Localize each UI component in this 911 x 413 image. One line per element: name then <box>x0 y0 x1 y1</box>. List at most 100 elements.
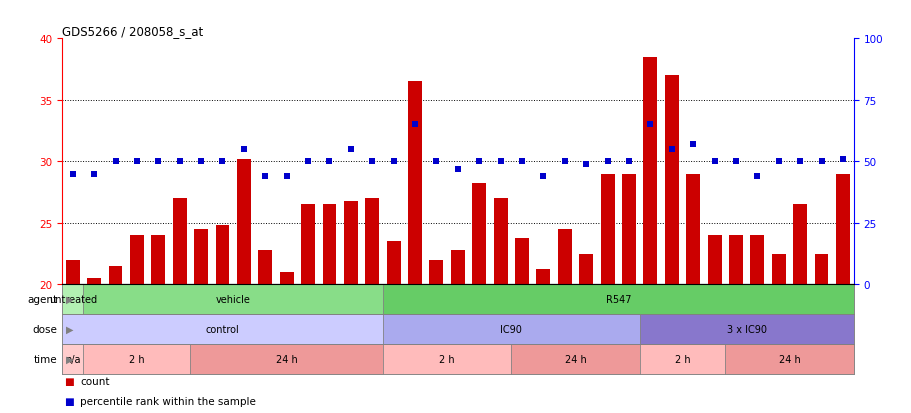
Bar <box>172 199 187 285</box>
Bar <box>515 238 528 285</box>
Bar <box>707 235 721 285</box>
Text: n/a: n/a <box>65 354 80 364</box>
Bar <box>108 266 122 285</box>
Text: 3 x IC90: 3 x IC90 <box>726 324 766 334</box>
Bar <box>83 285 383 314</box>
Bar <box>724 344 853 374</box>
Text: 24 h: 24 h <box>564 354 586 364</box>
Point <box>749 173 763 180</box>
Bar <box>793 205 806 285</box>
Point <box>493 159 507 165</box>
Bar <box>365 199 379 285</box>
Bar <box>66 260 79 285</box>
Text: 2 h: 2 h <box>439 354 455 364</box>
Bar <box>383 285 853 314</box>
Text: GDS5266 / 208058_s_at: GDS5266 / 208058_s_at <box>62 25 203 38</box>
Text: ■: ■ <box>64 396 74 406</box>
Bar <box>536 270 549 285</box>
Bar <box>237 159 251 285</box>
Point <box>536 173 550 180</box>
Point <box>129 159 144 165</box>
Text: percentile rank within the sample: percentile rank within the sample <box>80 396 256 406</box>
Text: time: time <box>34 354 57 364</box>
Point <box>87 171 101 178</box>
Point <box>429 159 444 165</box>
Bar <box>511 344 639 374</box>
Bar <box>62 285 83 314</box>
Bar <box>450 250 465 285</box>
Text: ▶: ▶ <box>66 354 73 364</box>
Point <box>642 122 657 128</box>
Bar <box>639 314 853 344</box>
Text: 24 h: 24 h <box>275 354 297 364</box>
Point <box>301 159 315 165</box>
Point <box>407 122 422 128</box>
Text: 2 h: 2 h <box>674 354 690 364</box>
Point <box>450 166 465 173</box>
Bar <box>814 254 827 285</box>
Bar <box>62 344 83 374</box>
Bar <box>472 184 486 285</box>
Point <box>771 159 785 165</box>
Bar <box>280 272 293 285</box>
Point <box>471 159 486 165</box>
Point <box>193 159 208 165</box>
Bar <box>383 314 639 344</box>
Point <box>792 159 806 165</box>
Bar <box>407 82 422 285</box>
Bar <box>429 260 443 285</box>
Bar <box>151 235 165 285</box>
Point <box>215 159 230 165</box>
Point <box>599 159 614 165</box>
Point <box>364 159 379 165</box>
Bar <box>62 314 383 344</box>
Point <box>279 173 293 180</box>
Bar <box>386 242 400 285</box>
Text: ▶: ▶ <box>66 324 73 334</box>
Text: R547: R547 <box>605 294 630 304</box>
Point <box>621 159 636 165</box>
Text: control: control <box>205 324 239 334</box>
Point <box>66 171 80 178</box>
Point <box>172 159 187 165</box>
Bar <box>83 344 190 374</box>
Bar <box>771 254 785 285</box>
Point <box>514 159 528 165</box>
Bar <box>129 235 144 285</box>
Bar <box>258 250 271 285</box>
Bar <box>578 254 592 285</box>
Bar <box>343 201 357 285</box>
Point <box>343 146 358 153</box>
Text: ▶: ▶ <box>66 294 73 304</box>
Text: vehicle: vehicle <box>216 294 251 304</box>
Bar <box>190 344 383 374</box>
Point <box>258 173 272 180</box>
Bar <box>194 229 208 285</box>
Point <box>834 156 849 163</box>
Text: agent: agent <box>27 294 57 304</box>
Point <box>728 159 742 165</box>
Bar <box>558 229 571 285</box>
Point <box>322 159 336 165</box>
Bar <box>493 199 507 285</box>
Point <box>707 159 722 165</box>
Text: dose: dose <box>33 324 57 334</box>
Point <box>557 159 571 165</box>
Bar <box>639 344 724 374</box>
Point <box>108 159 123 165</box>
Bar <box>750 235 763 285</box>
Bar <box>87 278 101 285</box>
Bar <box>835 174 849 285</box>
Text: count: count <box>80 376 109 386</box>
Bar <box>215 225 230 285</box>
Text: ■: ■ <box>64 376 74 386</box>
Point <box>664 146 679 153</box>
Point <box>386 159 401 165</box>
Text: 2 h: 2 h <box>129 354 145 364</box>
Text: untreated: untreated <box>48 294 97 304</box>
Point <box>685 141 700 148</box>
Point <box>578 161 593 168</box>
Bar <box>728 235 742 285</box>
Point <box>151 159 166 165</box>
Bar <box>322 205 336 285</box>
